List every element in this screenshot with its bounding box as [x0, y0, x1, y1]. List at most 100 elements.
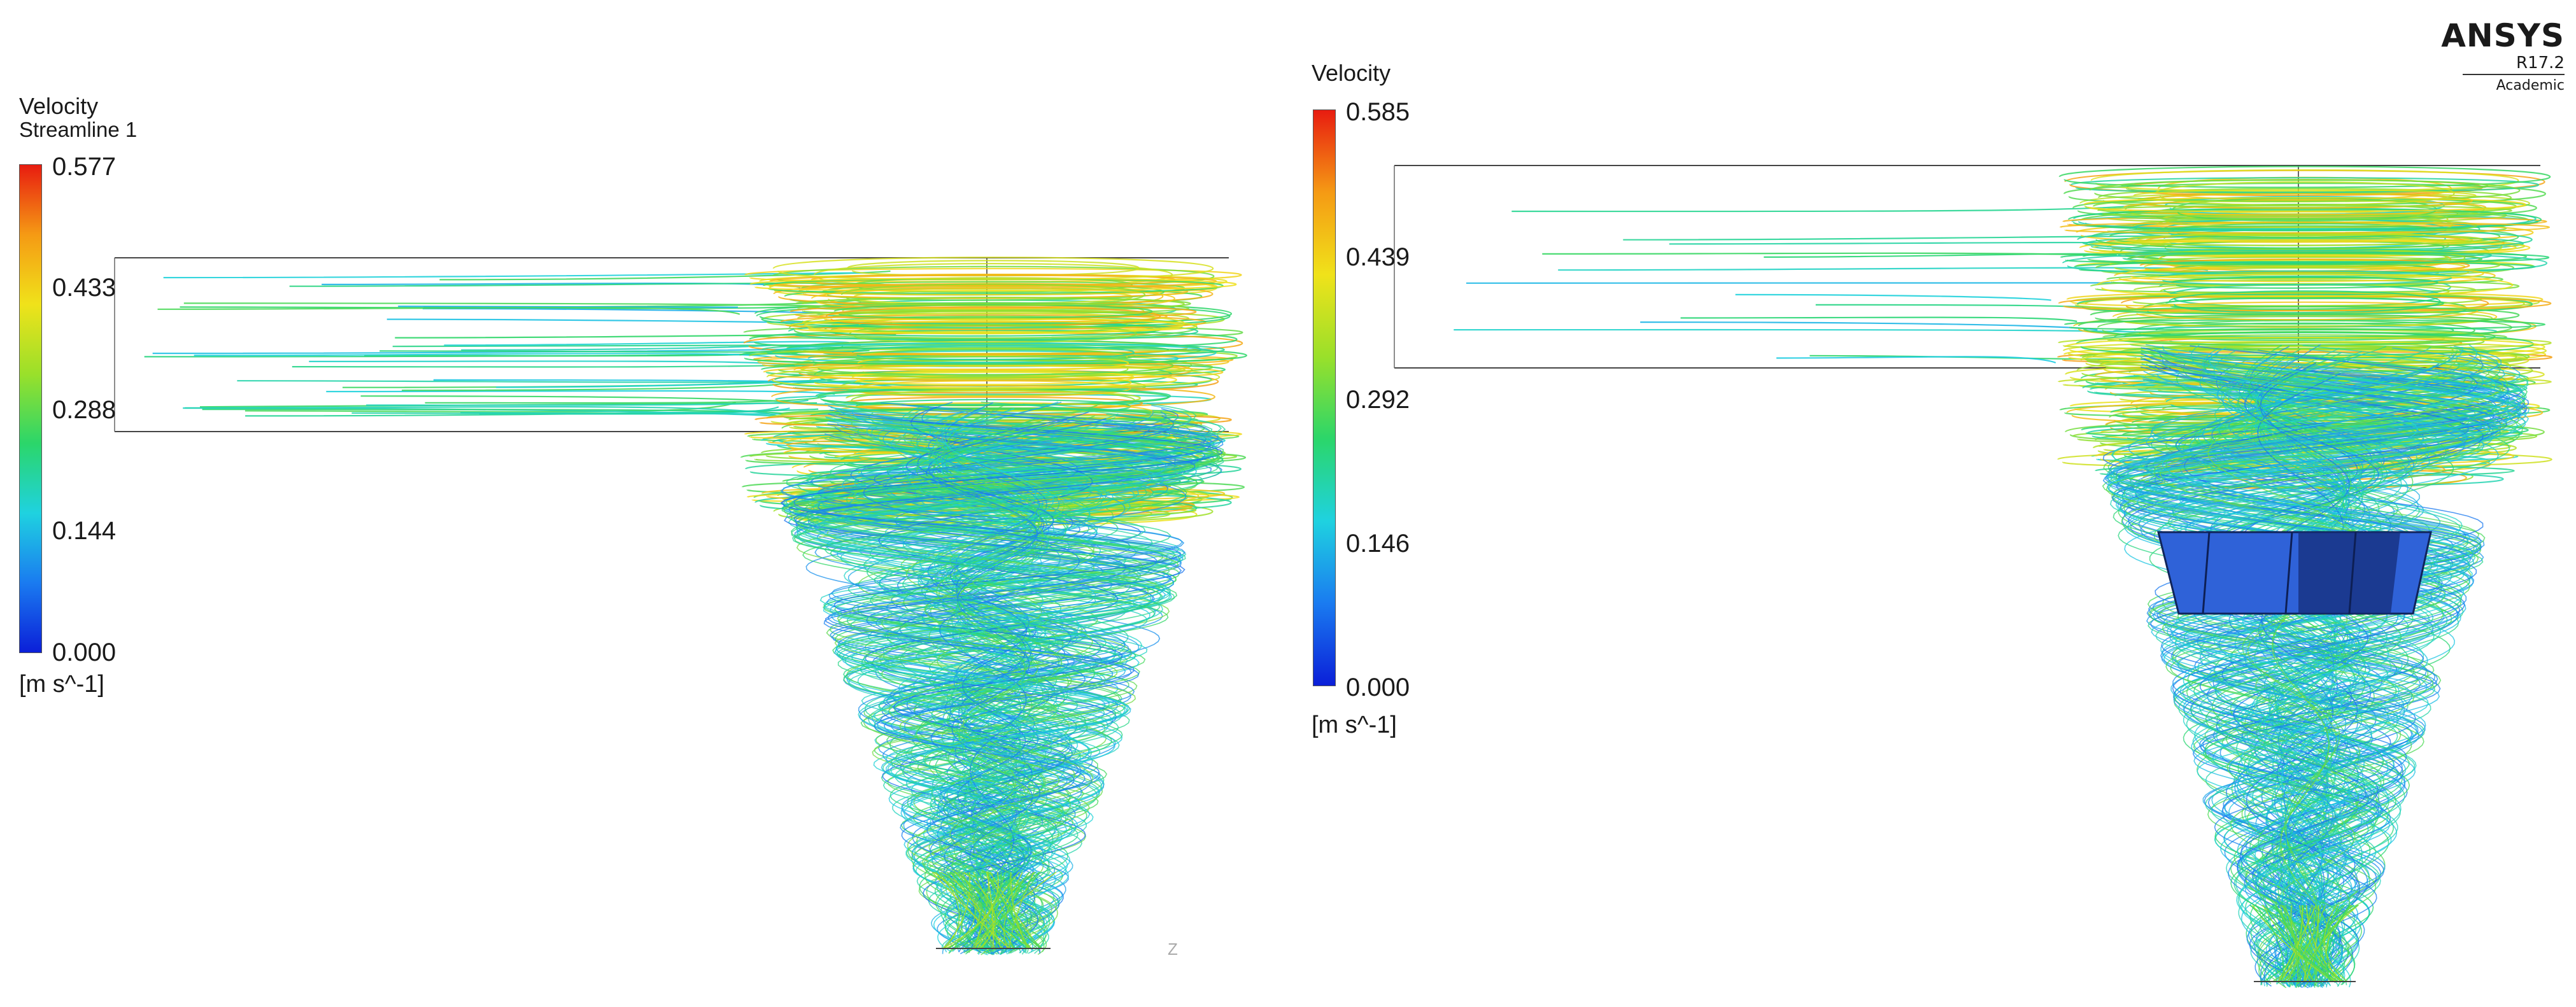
- streamline-view-left: [114, 257, 1248, 955]
- swirl-streamline: [2155, 181, 2455, 206]
- cone-streamline: [2111, 349, 2529, 985]
- legend-title: Velocity: [1312, 60, 1391, 86]
- cone-streamline: [2111, 357, 2514, 987]
- inflow-streamline: [244, 401, 737, 413]
- outlet-streamline: [1008, 871, 1035, 949]
- legend-unit: [m s^-1]: [19, 671, 104, 698]
- swirl-streamline: [2059, 222, 2551, 234]
- vortex-finder-seam: [2348, 532, 2357, 614]
- outlet-streamline: [2284, 905, 2298, 982]
- outlet-streamline: [2327, 905, 2350, 982]
- swirl-streamline: [789, 318, 1198, 334]
- outlet-streamline: [2282, 905, 2344, 982]
- legend-tick: 0.585: [1346, 98, 1410, 126]
- inflow-streamline: [398, 306, 739, 308]
- outlet-streamline: [942, 871, 999, 949]
- swirl-streamline: [851, 370, 1135, 386]
- swirl-streamline: [2063, 182, 2547, 206]
- swirl-streamline: [2172, 197, 2438, 222]
- legend-tick: 0.000: [52, 638, 117, 666]
- inflow-streamline: [425, 395, 827, 404]
- cone-streamline: [888, 408, 1094, 954]
- legend-tick: 0.146: [1346, 530, 1410, 558]
- streamline-view-right: [1394, 165, 2553, 989]
- swirl-streamline: [2086, 425, 2523, 442]
- brand-version: R17.2: [2516, 53, 2565, 73]
- vortex-finder-shade: [2298, 532, 2400, 614]
- outlet-streamline: [964, 871, 1040, 949]
- swirl-streamline: [858, 359, 1129, 379]
- cone-streamline: [2233, 362, 2379, 985]
- legend-subtitle: Streamline 1: [19, 118, 138, 141]
- cone-streamline: [793, 414, 1224, 950]
- outlet-streamline: [1010, 871, 1030, 949]
- legend-title: Velocity: [19, 93, 99, 119]
- cone-streamline: [863, 415, 1175, 952]
- cone-streamline: [814, 408, 1168, 952]
- swirl-streamline: [2116, 309, 2493, 327]
- swirl-streamline: [2089, 179, 2521, 202]
- cone-streamline: [782, 421, 1221, 950]
- outlet-streamline: [2265, 905, 2335, 982]
- swirl-streamline: [851, 344, 1135, 360]
- outlet-streamline: [953, 871, 983, 949]
- outlet-streamline: [2305, 905, 2319, 982]
- inflow-streamline: [1776, 356, 2056, 363]
- inflow-streamline: [157, 307, 740, 315]
- outlet-streamline: [2262, 905, 2333, 982]
- cone-streamline: [793, 423, 1196, 954]
- legend-tick: 0.433: [52, 274, 117, 302]
- color-scale-bar: [19, 164, 42, 653]
- outlet-streamline: [2255, 905, 2284, 982]
- outlet-streamline: [973, 871, 1023, 949]
- swirl-streamline: [2171, 276, 2438, 289]
- outlet-streamline: [931, 871, 1010, 949]
- cone-streamline: [875, 402, 1114, 950]
- cone-streamline: [826, 421, 1160, 953]
- inflow-streamline: [1640, 321, 2098, 331]
- swirl-streamline: [802, 297, 1185, 312]
- swirl-streamline: [739, 346, 1248, 365]
- swirl-streamline: [809, 371, 1178, 389]
- cone-streamline: [2140, 359, 2465, 985]
- inflow-streamline: [237, 377, 841, 383]
- swirl-streamline: [2127, 233, 2484, 246]
- brand-name: ANSYS: [2441, 17, 2565, 54]
- cone-streamline: [2127, 359, 2524, 987]
- streamline-plot-left: Velocity Streamline 1 0.577 0.433 0.288 …: [0, 0, 1280, 1007]
- swirl-streamline: [2125, 265, 2484, 283]
- cone-streamline: [793, 412, 1201, 955]
- swirl-streamline: [2090, 169, 2519, 192]
- swirl-streamline: [2131, 301, 2479, 321]
- outlet-streamline: [2319, 905, 2346, 982]
- swirl-streamline: [2079, 239, 2531, 257]
- swirl-streamline: [2067, 208, 2542, 232]
- cone-streamline: [2107, 381, 2530, 987]
- brand-edition: Academic: [2496, 78, 2565, 94]
- swirl-streamline: [2160, 283, 2450, 300]
- cone-streamline: [805, 433, 1187, 954]
- swirl-streamline: [817, 344, 1170, 356]
- cone-streamline: [2237, 379, 2371, 987]
- cone-streamline: [781, 428, 1224, 952]
- swirl-streamline: [849, 324, 1138, 343]
- swirl-streamline: [2134, 320, 2475, 341]
- outlet-streamline: [958, 871, 1042, 949]
- cone-streamline: [803, 416, 1184, 951]
- color-scale-bar: [1313, 109, 1336, 686]
- inflow-streamline: [1454, 328, 2171, 335]
- swirl-streamline: [766, 365, 1221, 390]
- inflow-streamline: [1466, 281, 2174, 284]
- inflow-streamline: [402, 383, 783, 391]
- swirl-streamline: [2127, 253, 2483, 266]
- swirl-streamline: [2083, 197, 2526, 213]
- outlet-streamline: [2287, 905, 2312, 982]
- outlet-streamline: [2303, 905, 2359, 982]
- axis-triad-label: Z: [1168, 940, 1178, 959]
- outlet-streamline: [949, 871, 1027, 949]
- outlet-streamline: [2282, 905, 2326, 982]
- cone-streamline: [2107, 350, 2521, 986]
- legend-unit: [m s^-1]: [1312, 712, 1397, 738]
- inflow-streamline: [1735, 293, 2051, 301]
- swirl-streamline: [811, 288, 1176, 310]
